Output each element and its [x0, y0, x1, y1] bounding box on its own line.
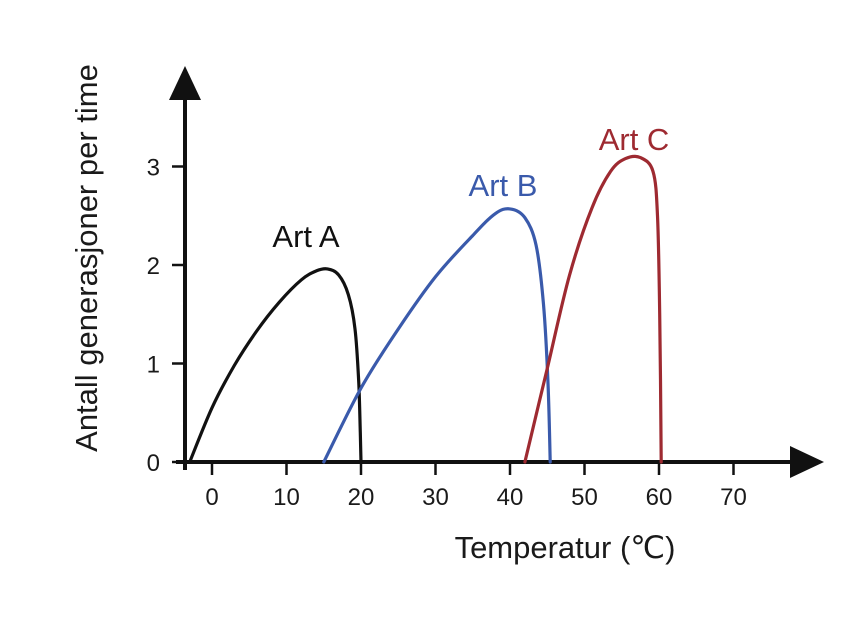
series-label-art-b: Art B	[469, 168, 538, 203]
series-layer	[188, 154, 663, 464]
x-tick-label: 20	[348, 484, 375, 511]
series-line-art-c	[523, 154, 663, 464]
x-ticks: 0 10 20 30 40 50 60 70	[205, 462, 747, 511]
x-tick-label: 60	[646, 484, 673, 511]
series-line-art-a	[188, 267, 363, 464]
y-axis	[169, 66, 201, 470]
y-tick-label: 0	[147, 450, 160, 477]
y-tick-label: 2	[147, 253, 160, 280]
y-ticks: 0 1 2 3	[147, 155, 185, 477]
x-tick-label: 10	[273, 484, 300, 511]
series-label-art-a: Art A	[272, 219, 340, 254]
series-line-art-b	[322, 207, 552, 464]
x-tick-label: 40	[497, 484, 524, 511]
x-axis-title: Temperatur (℃)	[455, 530, 676, 565]
y-tick-label: 3	[147, 155, 160, 182]
x-tick-label: 50	[571, 484, 598, 511]
x-tick-label: 70	[720, 484, 747, 511]
series-label-art-c: Art C	[599, 122, 670, 157]
y-axis-title: Antall generasjoner per time	[69, 64, 104, 452]
x-tick-label: 0	[205, 484, 218, 511]
x-axis	[176, 446, 824, 478]
x-axis-arrow-icon	[790, 446, 824, 478]
y-tick-label: 1	[147, 352, 160, 379]
series-labels: Art A Art B Art C	[272, 122, 669, 254]
x-tick-label: 30	[422, 484, 449, 511]
y-axis-arrow-icon	[169, 66, 201, 100]
